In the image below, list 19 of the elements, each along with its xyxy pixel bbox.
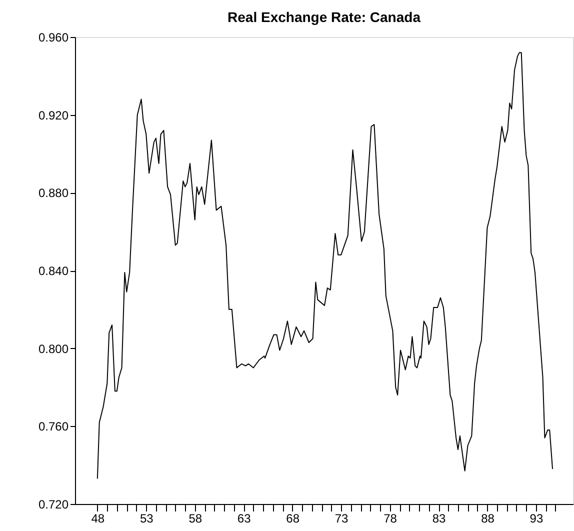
x-tick-label: 78 bbox=[384, 512, 398, 526]
x-tick-label: 58 bbox=[188, 512, 202, 526]
x-tick-label: 68 bbox=[286, 512, 300, 526]
x-tick-label: 53 bbox=[140, 512, 154, 526]
x-tick-label: 48 bbox=[91, 512, 105, 526]
y-tick-label: 0.920 bbox=[38, 108, 69, 122]
x-tick-label: 93 bbox=[530, 512, 544, 526]
y-tick-label: 0.800 bbox=[38, 342, 69, 356]
y-tick-label: 0.720 bbox=[38, 498, 69, 512]
x-tick-label: 88 bbox=[481, 512, 495, 526]
x-tick-label: 63 bbox=[237, 512, 252, 526]
y-tick-label: 0.760 bbox=[38, 420, 69, 434]
x-tick-label: 73 bbox=[334, 512, 349, 526]
line-series bbox=[96, 52, 554, 480]
chart-title: Real Exchange Rate: Canada bbox=[228, 9, 421, 25]
y-tick-label: 0.960 bbox=[38, 30, 69, 44]
y-tick-label: 0.840 bbox=[38, 264, 69, 278]
x-tick-label: 83 bbox=[432, 512, 446, 526]
y-tick-label: 0.880 bbox=[38, 186, 69, 200]
